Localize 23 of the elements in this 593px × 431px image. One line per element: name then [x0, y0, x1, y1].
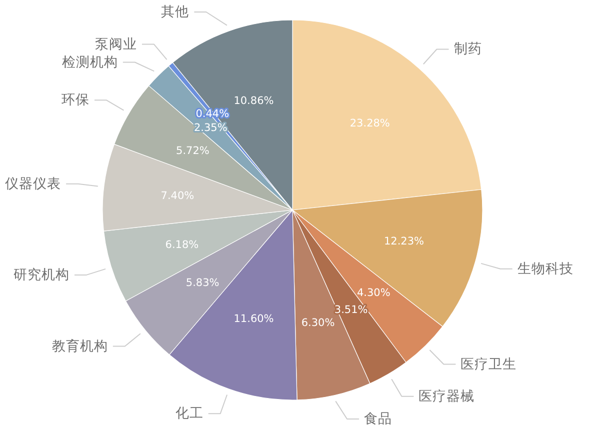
data-label: 5.83% — [186, 277, 220, 290]
data-label: 23.28% — [350, 118, 390, 130]
data-label: 12.23% — [384, 236, 424, 248]
data-label: 6.18% — [165, 238, 199, 251]
data-label: 7.40% — [160, 190, 194, 202]
data-label: 11.60% — [234, 313, 274, 326]
slice-label: 医疗卫生 — [460, 356, 517, 372]
slice-label: 泵阀业 — [94, 36, 137, 52]
slice-label: 医疗器械 — [418, 388, 475, 404]
data-label: 5.72% — [176, 145, 210, 158]
slice-label: 研究机构 — [13, 266, 70, 283]
slice-label: 其他 — [161, 4, 190, 20]
slice-label: 制药 — [454, 41, 482, 58]
slice-label: 检测机构 — [62, 54, 118, 70]
slice-label: 教育机构 — [52, 337, 108, 354]
slice-label: 仪器仪表 — [5, 176, 62, 192]
data-label: 6.30% — [301, 317, 335, 330]
slice-label: 环保 — [62, 92, 90, 108]
slice-label: 化工 — [175, 406, 204, 422]
data-label: 4.30% — [356, 286, 390, 299]
slice-label: 生物科技 — [517, 260, 574, 277]
slice-label: 食品 — [364, 411, 392, 427]
data-label: 10.86% — [234, 94, 274, 107]
